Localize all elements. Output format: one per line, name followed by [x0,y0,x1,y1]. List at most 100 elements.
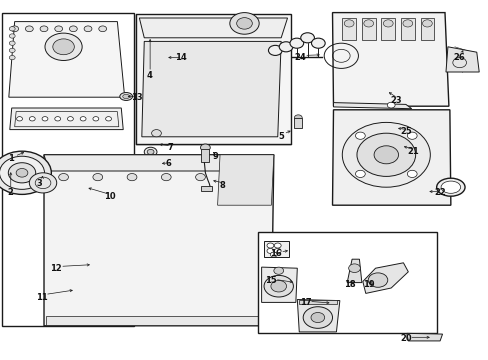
Circle shape [55,26,62,32]
Circle shape [268,45,282,55]
Polygon shape [346,259,361,283]
Text: 23: 23 [389,96,401,105]
Circle shape [229,174,239,181]
Circle shape [99,26,106,32]
Text: 6: 6 [165,159,171,168]
Bar [361,18,375,40]
Circle shape [344,20,353,27]
Circle shape [69,26,77,32]
Text: 5: 5 [278,132,284,141]
Circle shape [355,132,365,139]
Circle shape [55,117,61,121]
Text: 1: 1 [8,154,14,163]
Circle shape [151,130,161,137]
Circle shape [407,170,416,177]
Circle shape [67,117,73,121]
Polygon shape [9,22,124,97]
Text: 22: 22 [433,188,445,197]
Text: 7: 7 [167,143,173,152]
Text: 9: 9 [212,152,218,161]
Text: 10: 10 [104,192,116,201]
Circle shape [0,156,44,189]
Polygon shape [332,13,448,106]
Bar [400,18,414,40]
Circle shape [127,174,137,181]
Text: 25: 25 [399,127,411,136]
Text: 2: 2 [8,188,14,197]
Circle shape [342,122,429,187]
Circle shape [42,117,48,121]
Circle shape [270,280,286,292]
Circle shape [229,13,259,34]
Polygon shape [139,18,287,38]
Circle shape [161,174,171,181]
Circle shape [383,20,392,27]
Ellipse shape [120,93,132,100]
Circle shape [29,173,57,193]
Polygon shape [44,155,273,171]
Circle shape [311,38,325,48]
Polygon shape [333,103,411,109]
Circle shape [9,27,15,31]
Text: 16: 16 [270,249,282,258]
Circle shape [93,174,102,181]
Bar [2,13,134,326]
Bar [201,186,212,191]
Circle shape [367,273,387,287]
Text: 3: 3 [36,179,42,188]
Circle shape [274,248,281,253]
Circle shape [402,20,412,27]
Circle shape [294,115,302,121]
Circle shape [274,243,281,248]
Text: 12: 12 [50,264,62,273]
Polygon shape [445,47,478,72]
Bar [46,316,271,325]
Circle shape [310,312,324,323]
Circle shape [407,132,416,139]
Text: 20: 20 [399,334,411,343]
Text: 18: 18 [343,280,355,289]
Circle shape [303,307,332,328]
Polygon shape [332,110,450,205]
Polygon shape [406,333,442,341]
Circle shape [40,26,48,32]
Polygon shape [297,300,339,332]
Circle shape [266,248,273,253]
Circle shape [93,117,99,121]
Circle shape [236,18,252,29]
Circle shape [363,20,373,27]
Text: 24: 24 [294,53,306,62]
Polygon shape [362,263,407,293]
Circle shape [300,33,314,43]
Bar [258,232,436,333]
Circle shape [11,26,19,32]
Circle shape [9,41,15,45]
Text: 4: 4 [146,71,152,80]
Circle shape [195,174,205,181]
Circle shape [270,252,277,257]
Text: 13: 13 [131,93,142,102]
Text: 8: 8 [219,181,225,190]
Circle shape [59,174,68,181]
Circle shape [84,26,92,32]
Bar [201,149,209,162]
Text: 19: 19 [363,280,374,289]
Text: 21: 21 [407,147,418,156]
Text: 26: 26 [453,53,465,62]
Circle shape [147,149,154,154]
Circle shape [266,243,273,248]
Circle shape [25,26,33,32]
Circle shape [165,52,181,63]
Polygon shape [261,267,297,302]
Circle shape [356,133,415,176]
Circle shape [355,170,365,177]
Polygon shape [44,155,273,326]
Text: 17: 17 [299,298,311,307]
Circle shape [422,20,431,27]
Text: 11: 11 [36,292,47,302]
Bar [294,118,302,128]
Circle shape [17,117,22,121]
Text: 15: 15 [265,276,277,285]
Circle shape [16,168,28,177]
Circle shape [0,151,51,194]
